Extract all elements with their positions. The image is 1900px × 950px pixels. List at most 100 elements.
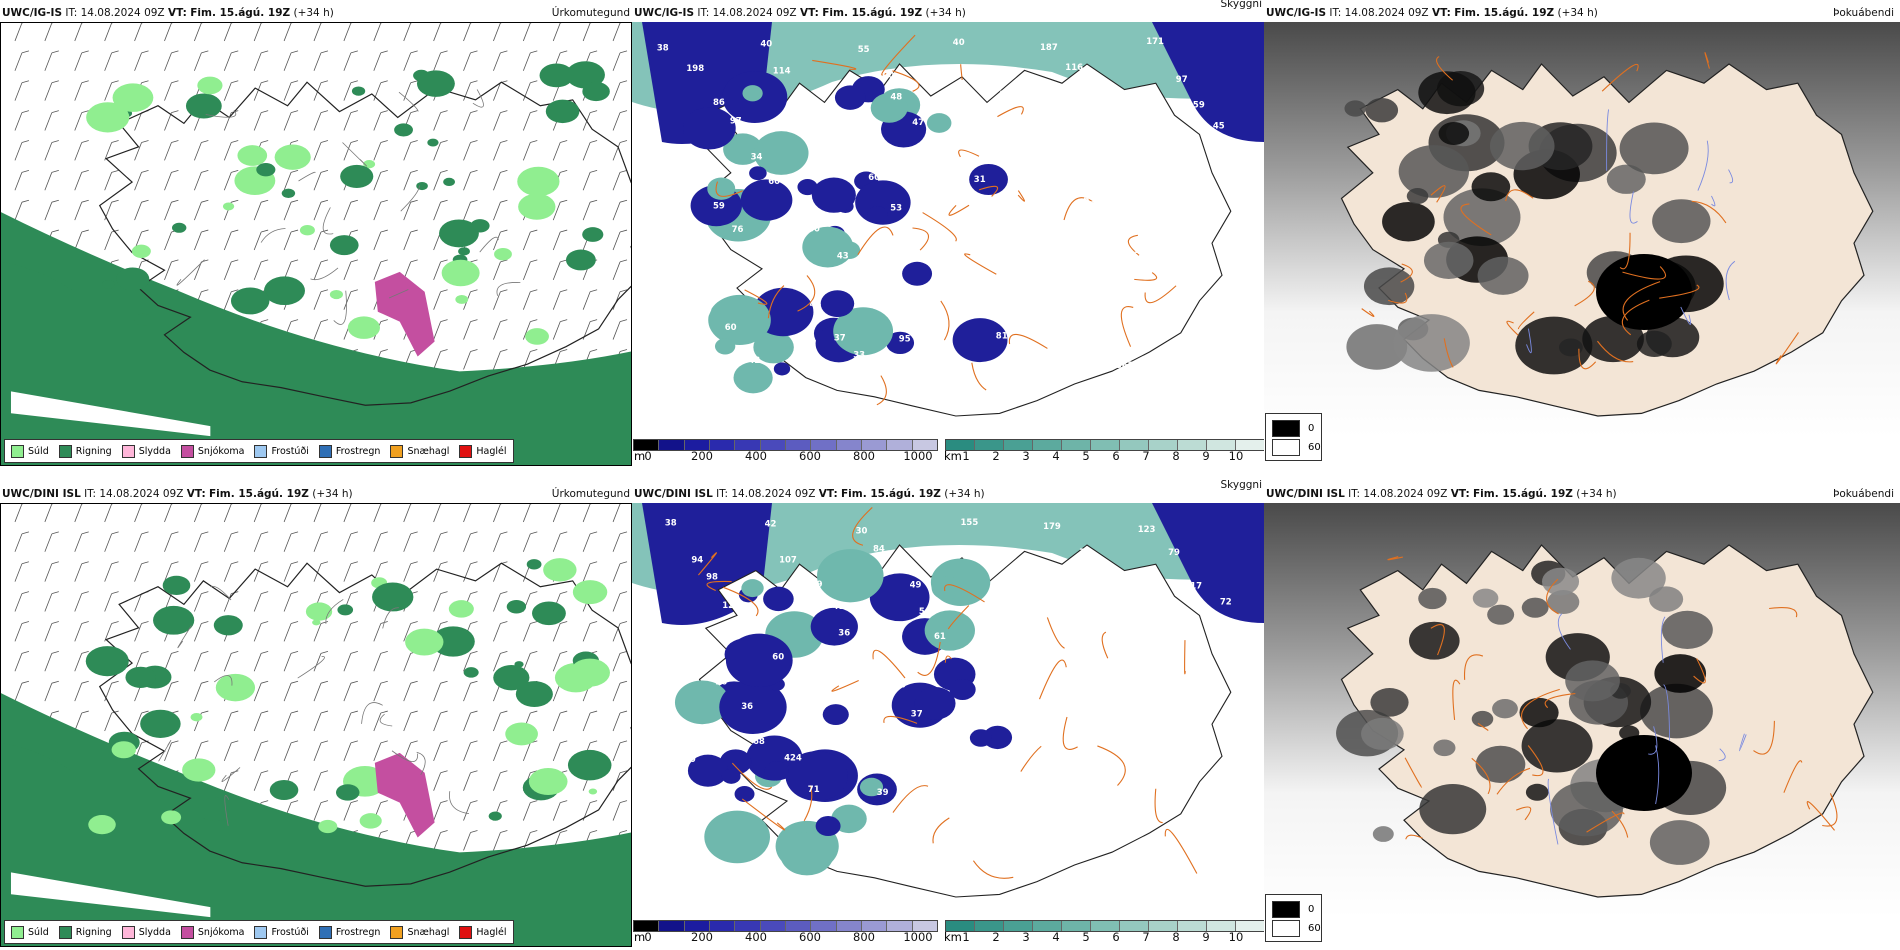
contour-line — [177, 625, 192, 649]
wind-barb — [74, 710, 89, 732]
wind-barb — [253, 23, 263, 42]
colorbar-tick: 4 — [1052, 930, 1060, 944]
wind-barb — [313, 650, 329, 672]
precip-blob — [588, 788, 598, 795]
visibility-blob — [773, 362, 791, 376]
visibility-value-label: 39 — [1061, 276, 1073, 286]
contour-line — [379, 713, 393, 727]
colorbar-step — [1062, 440, 1091, 450]
wind-barb — [74, 591, 89, 612]
wind-barb — [313, 770, 329, 791]
colorbar-step — [861, 440, 888, 450]
fog-legend-high: 60 — [1308, 923, 1321, 934]
visibility-value-label: 120 — [936, 143, 954, 153]
visibility-value-label: 34 — [1209, 223, 1221, 233]
fog-blob — [1419, 784, 1487, 835]
wind-barb — [433, 561, 448, 582]
visibility-value-label: 67 — [668, 627, 680, 637]
precip-blob — [213, 615, 243, 636]
wind-barb — [194, 169, 209, 191]
visibility-value-label: 117 — [1184, 582, 1202, 592]
visibility-value-label: 55 — [879, 305, 891, 315]
visibility-value-label: 64 — [1097, 93, 1109, 103]
visibility-colorbars: m 0 200 400 600 800 1000 km 1 2 3 4 5 6 7 8 9 10 — [632, 918, 1265, 948]
river-line — [1725, 260, 1736, 301]
precip-blob — [515, 681, 553, 708]
wind-barb — [343, 259, 358, 280]
visibility-value-label: 171 — [1146, 37, 1164, 47]
wind-barb — [164, 531, 179, 552]
precip-blob — [441, 259, 480, 287]
visibility-value-label: 60 — [768, 177, 780, 187]
lead-time: (+34 h) — [1576, 488, 1617, 500]
wind-barb — [164, 140, 179, 161]
visibility-blob — [742, 85, 763, 102]
visibility-value-label: 76 — [732, 225, 744, 235]
fog-blob — [1433, 739, 1456, 757]
colorbar-step — [1207, 440, 1236, 450]
visibility-blob — [969, 163, 1008, 195]
colorbar-step — [1207, 921, 1236, 931]
wind-barb — [493, 140, 508, 161]
visibility-value-label: 52 — [1041, 729, 1053, 739]
visibility-value-label: 71 — [808, 785, 820, 795]
legend-label: Snæhagl — [407, 445, 450, 457]
colorbar-step — [760, 921, 786, 931]
road-line — [1806, 801, 1835, 831]
precip-blob — [161, 810, 182, 825]
contour-line — [333, 290, 347, 325]
wind-barb — [343, 199, 358, 221]
legend-item: Snæhagl — [390, 925, 450, 939]
wind-barb — [522, 259, 538, 280]
contour-line — [400, 185, 420, 212]
precip-blob — [427, 138, 439, 147]
colorbar-tick: 1000 — [903, 449, 933, 463]
visibility-value-label: 59 — [713, 202, 725, 212]
panel-header: UWC/IG-IS IT: 14.08.2024 09Z VT: Fim. 15… — [1266, 7, 1894, 23]
wind-barb — [194, 561, 209, 582]
precip-map-svg — [1, 23, 631, 465]
legend-label: Frostregn — [335, 926, 381, 938]
wind-barb — [313, 140, 329, 161]
it-label: IT: — [716, 488, 729, 500]
visibility-value-label: 62 — [1133, 727, 1145, 737]
road-line — [1017, 190, 1026, 202]
wind-barb — [194, 621, 209, 642]
visibility-blob — [785, 751, 848, 801]
visibility-low-ne — [1152, 22, 1264, 142]
wind-barb — [194, 23, 203, 42]
precip-blob — [351, 86, 366, 96]
contour-line — [472, 89, 484, 108]
wind-barb — [44, 531, 59, 552]
wind-barb — [313, 680, 329, 702]
wind-barb — [74, 650, 89, 672]
road-line — [723, 586, 759, 617]
wind-barb — [74, 680, 89, 702]
wind-barb — [373, 140, 388, 161]
river-line — [1557, 613, 1571, 650]
fog-blob — [1393, 314, 1470, 372]
precip-blob — [416, 70, 455, 97]
wind-barb — [522, 50, 538, 71]
legend-label: Snæhagl — [407, 926, 450, 938]
wind-barb — [493, 591, 508, 612]
colorbar-step — [811, 440, 837, 450]
visibility-value-label: 113 — [999, 90, 1017, 100]
road-line — [1443, 338, 1454, 368]
wind-barb — [134, 169, 149, 191]
wind-barb — [343, 740, 358, 761]
vt-label: VT: — [186, 488, 206, 500]
wind-barb — [433, 504, 443, 523]
visibility-value-label: 40 — [760, 40, 772, 50]
wind-barb — [552, 140, 568, 161]
road-line — [1496, 767, 1531, 795]
fog-blob — [1636, 330, 1672, 357]
colorbar-ticks-m: 0 200 400 600 800 1000 — [644, 930, 932, 946]
wind-barb — [104, 531, 119, 552]
wind-barb — [493, 319, 508, 340]
wind-barb — [74, 140, 89, 161]
visibility-value-label: 128 — [722, 601, 740, 611]
wind-barb — [283, 110, 299, 131]
wind-barb — [582, 110, 598, 131]
contour-line — [260, 228, 286, 243]
